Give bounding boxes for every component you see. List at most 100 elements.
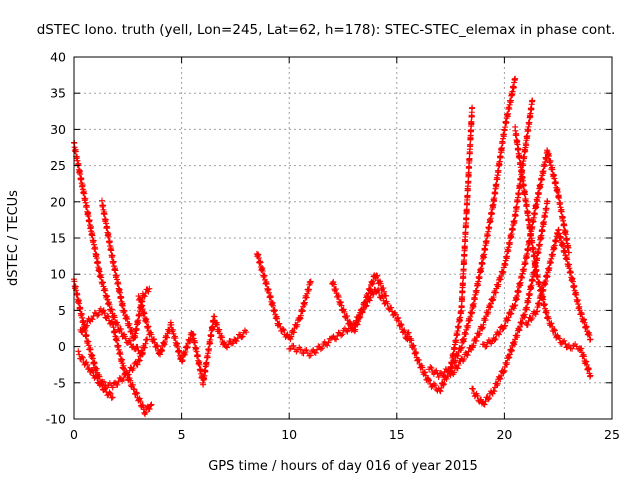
data-series [522, 226, 594, 343]
data-point [146, 285, 153, 292]
data-point [108, 306, 115, 313]
data-point [307, 278, 314, 285]
data-point [154, 343, 161, 350]
data-point [384, 300, 391, 307]
data-point [83, 359, 90, 366]
data-point [95, 311, 102, 318]
data-point [96, 268, 103, 275]
data-point [454, 365, 461, 372]
data-point [233, 338, 240, 345]
data-point [106, 389, 113, 396]
data-point [126, 375, 133, 382]
data-point [105, 313, 112, 320]
data-series [71, 139, 146, 357]
data-point [141, 293, 148, 300]
data-point [126, 337, 133, 344]
data-point [139, 349, 146, 356]
data-point [497, 375, 504, 382]
data-point [136, 357, 143, 364]
data-point [498, 372, 505, 379]
data-point [307, 352, 314, 359]
data-point [111, 314, 118, 321]
data-point [392, 311, 399, 318]
data-point [476, 330, 483, 337]
data-point [108, 394, 115, 401]
x-tick-label: 15 [389, 427, 405, 442]
data-point [114, 322, 121, 329]
axis-ticks [73, 56, 613, 420]
data-point [238, 334, 245, 341]
data-point [443, 375, 450, 382]
data-point [400, 328, 407, 335]
chart-title: dSTEC Iono. truth (yell, Lon=245, Lat=62… [37, 22, 616, 38]
data-series [426, 75, 519, 381]
data-point [136, 358, 143, 365]
data-point [324, 342, 331, 349]
data-point [106, 301, 113, 308]
data-point [500, 368, 507, 375]
data-point [473, 337, 480, 344]
data-point [148, 331, 155, 338]
data-point [94, 312, 101, 319]
data-point [454, 352, 461, 359]
data-point [94, 375, 101, 382]
data-point [153, 342, 160, 349]
data-point [587, 372, 594, 379]
data-point [395, 314, 402, 321]
data-point [474, 392, 481, 399]
data-point [303, 346, 310, 353]
data-series [98, 197, 153, 342]
data-point [511, 302, 518, 309]
data-point [288, 333, 295, 340]
y-tick-label: -10 [46, 412, 66, 427]
data-point [422, 369, 429, 376]
data-point [481, 401, 488, 408]
data-point [376, 289, 383, 296]
data-point [344, 313, 351, 320]
data-point [120, 362, 127, 369]
data-point [533, 267, 540, 274]
data-point [122, 335, 129, 342]
data-point [483, 343, 490, 350]
y-tick-labels: -10 -5 0 5 10 15 20 25 30 35 40 [46, 50, 66, 427]
data-point [333, 336, 340, 343]
data-point [492, 335, 499, 342]
data-point [75, 348, 82, 355]
data-point [437, 388, 444, 395]
data-point [83, 322, 90, 329]
data-point [82, 323, 89, 330]
data-point [486, 395, 493, 402]
data-point [137, 398, 144, 405]
data-series [469, 197, 551, 408]
data-point [125, 376, 132, 383]
data-point [440, 381, 447, 388]
data-point [338, 332, 345, 339]
x-axis-label: GPS time / hours of day 016 of year 2015 [208, 459, 478, 474]
data-point [123, 369, 130, 376]
data-point [78, 353, 85, 360]
data-point [139, 402, 146, 409]
data-point [134, 344, 141, 351]
data-point [426, 377, 433, 384]
data-point [276, 320, 283, 327]
data-point [556, 335, 563, 342]
data-point [508, 310, 515, 317]
data-point [100, 307, 107, 314]
data-point [494, 382, 501, 389]
data-point [432, 382, 439, 389]
data-point [383, 292, 390, 299]
data-point [312, 349, 319, 356]
data-point [317, 346, 324, 353]
data-point [280, 327, 287, 334]
data-point [397, 321, 404, 328]
data-point [494, 380, 501, 387]
data-point [340, 307, 346, 314]
data-series [329, 272, 390, 335]
data-point [470, 342, 477, 349]
x-tick-label: 0 [70, 427, 78, 442]
data-point [440, 381, 447, 388]
data-point [151, 336, 158, 343]
data-point [373, 272, 380, 279]
data-point [442, 366, 449, 373]
